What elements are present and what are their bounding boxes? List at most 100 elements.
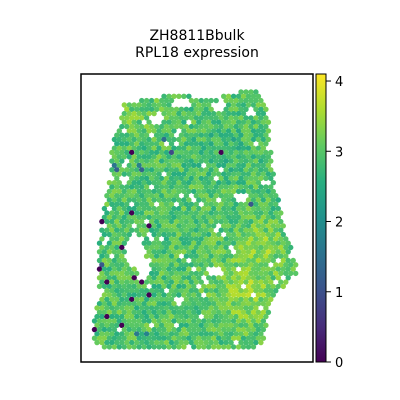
spot: [153, 305, 160, 311]
spot: [96, 283, 103, 290]
spot: [243, 167, 249, 173]
spot: [273, 262, 279, 268]
spot: [166, 128, 172, 134]
spot: [168, 322, 175, 328]
spot: [119, 331, 125, 337]
spot: [265, 197, 272, 203]
spot: [206, 145, 212, 151]
spot: [139, 339, 145, 346]
spot: [235, 145, 242, 151]
spot: [114, 236, 120, 242]
spot: [260, 257, 267, 264]
spot: [188, 270, 195, 277]
spot: [213, 210, 219, 216]
spot: [198, 262, 204, 268]
spot: [183, 106, 190, 113]
spot: [119, 184, 125, 190]
spot: [109, 236, 115, 242]
plot-frame: [80, 73, 314, 363]
spot: [151, 162, 157, 169]
spot: [206, 214, 212, 220]
spot: [181, 110, 187, 117]
spot: [141, 154, 147, 160]
spot: [225, 188, 232, 195]
spot: [178, 175, 185, 182]
spot: [109, 322, 115, 328]
spot: [258, 331, 264, 337]
spot: [116, 154, 123, 160]
spot: [250, 335, 257, 341]
spot: [114, 253, 120, 259]
spot: [148, 218, 155, 225]
spot: [171, 249, 177, 255]
spot: [275, 266, 281, 272]
spot: [245, 292, 252, 298]
spot: [141, 188, 147, 195]
spot: [143, 115, 150, 121]
spot: [213, 313, 219, 320]
spot: [191, 162, 197, 169]
spot: [263, 158, 269, 164]
spot: [223, 322, 229, 328]
spot: [124, 236, 130, 242]
spot: [111, 188, 118, 195]
spot: [141, 240, 147, 246]
colorbar-tick-label: 2: [335, 216, 343, 231]
spot: [223, 141, 229, 147]
spot: [163, 218, 170, 225]
spot: [245, 309, 252, 315]
spot: [218, 218, 224, 225]
spot: [245, 249, 252, 255]
spot: [258, 167, 264, 173]
spot: [248, 115, 254, 121]
spot: [186, 154, 192, 160]
spot: [119, 201, 125, 207]
spot: [156, 145, 162, 151]
spot: [156, 344, 162, 350]
spot: [136, 171, 142, 177]
spot: [124, 132, 130, 138]
spot: [153, 106, 160, 113]
spot: [121, 136, 128, 143]
spot: [240, 180, 247, 186]
spot: [253, 244, 259, 251]
spot: [183, 331, 190, 337]
spot: [136, 301, 142, 307]
spot: [260, 309, 267, 315]
spot: [255, 292, 262, 298]
spot: [201, 171, 207, 177]
spot: [126, 197, 132, 203]
spot: [129, 115, 135, 121]
spot: [258, 106, 264, 113]
spot: [216, 335, 222, 341]
spot: [183, 279, 190, 285]
spot: [221, 188, 227, 195]
spot: [101, 309, 108, 315]
spot: [109, 193, 115, 199]
spot: [183, 210, 190, 216]
spot: [203, 227, 209, 233]
spot: [191, 249, 197, 255]
spot: [243, 115, 249, 121]
spot: [119, 305, 125, 311]
spot: [176, 266, 182, 272]
spot: [131, 110, 137, 117]
spot: [230, 180, 237, 186]
spot: [139, 132, 145, 138]
spot: [216, 318, 222, 324]
spot: [240, 128, 247, 134]
spot: [176, 318, 182, 324]
spot: [233, 218, 239, 225]
spot: [235, 110, 242, 117]
spot: [124, 193, 130, 199]
spot: [101, 318, 108, 324]
spot: [191, 275, 197, 281]
spot: [141, 283, 147, 290]
spot: [203, 132, 209, 138]
spot: [218, 201, 224, 207]
spot: [290, 266, 296, 272]
spot: [193, 270, 199, 277]
spot: [193, 313, 199, 320]
spot: [223, 244, 229, 251]
